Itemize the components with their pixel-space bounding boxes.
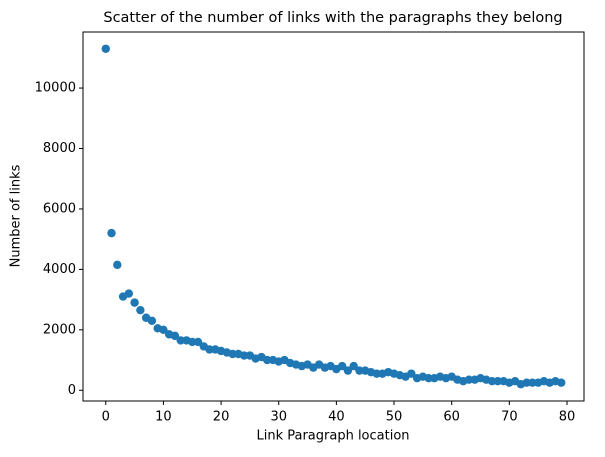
- point: [113, 260, 122, 270]
- y-tick-label: 2000: [43, 322, 76, 337]
- point: [349, 361, 358, 371]
- point: [372, 369, 381, 378]
- x-tick-label: 60: [443, 410, 460, 425]
- point: [522, 378, 531, 387]
- point: [355, 366, 364, 375]
- y-tick-label: 6000: [43, 201, 76, 216]
- axes-frame: [82, 31, 585, 402]
- point: [424, 373, 433, 383]
- point: [528, 378, 537, 387]
- point: [130, 298, 139, 307]
- x-tick-label: 80: [559, 410, 576, 425]
- x-tick-label: 10: [155, 410, 172, 425]
- y-tick-label: 8000: [43, 141, 76, 156]
- point: [107, 228, 116, 238]
- point: [170, 331, 180, 341]
- point: [239, 351, 249, 360]
- point: [124, 289, 134, 298]
- point: [193, 337, 203, 347]
- point: [262, 355, 272, 365]
- point: [407, 369, 416, 378]
- x-tick-label: 20: [213, 410, 230, 425]
- point: [188, 337, 197, 347]
- point: [343, 366, 353, 375]
- x-tick-label: 40: [328, 410, 345, 425]
- chart-title: Scatter of the number of links with the …: [103, 10, 562, 26]
- x-tick-label: 0: [102, 410, 110, 425]
- point: [487, 377, 497, 386]
- point: [136, 305, 145, 315]
- point: [493, 377, 503, 386]
- y-axis-label: Number of links: [9, 164, 24, 267]
- point: [228, 349, 237, 359]
- point: [557, 378, 566, 387]
- point: [159, 325, 168, 335]
- x-tick-label: 30: [270, 410, 287, 425]
- point: [464, 375, 474, 384]
- point: [147, 316, 157, 325]
- point: [101, 44, 110, 53]
- y-tick-label: 0: [68, 383, 76, 398]
- point: [176, 336, 185, 345]
- x-tick-label: 50: [386, 410, 403, 425]
- x-tick-label: 70: [501, 410, 518, 425]
- y-tick-label: 10000: [35, 81, 76, 96]
- point: [337, 361, 347, 371]
- x-axis-label: Link Paragraph location: [256, 429, 409, 444]
- y-tick-label: 4000: [43, 262, 76, 277]
- point: [205, 345, 214, 354]
